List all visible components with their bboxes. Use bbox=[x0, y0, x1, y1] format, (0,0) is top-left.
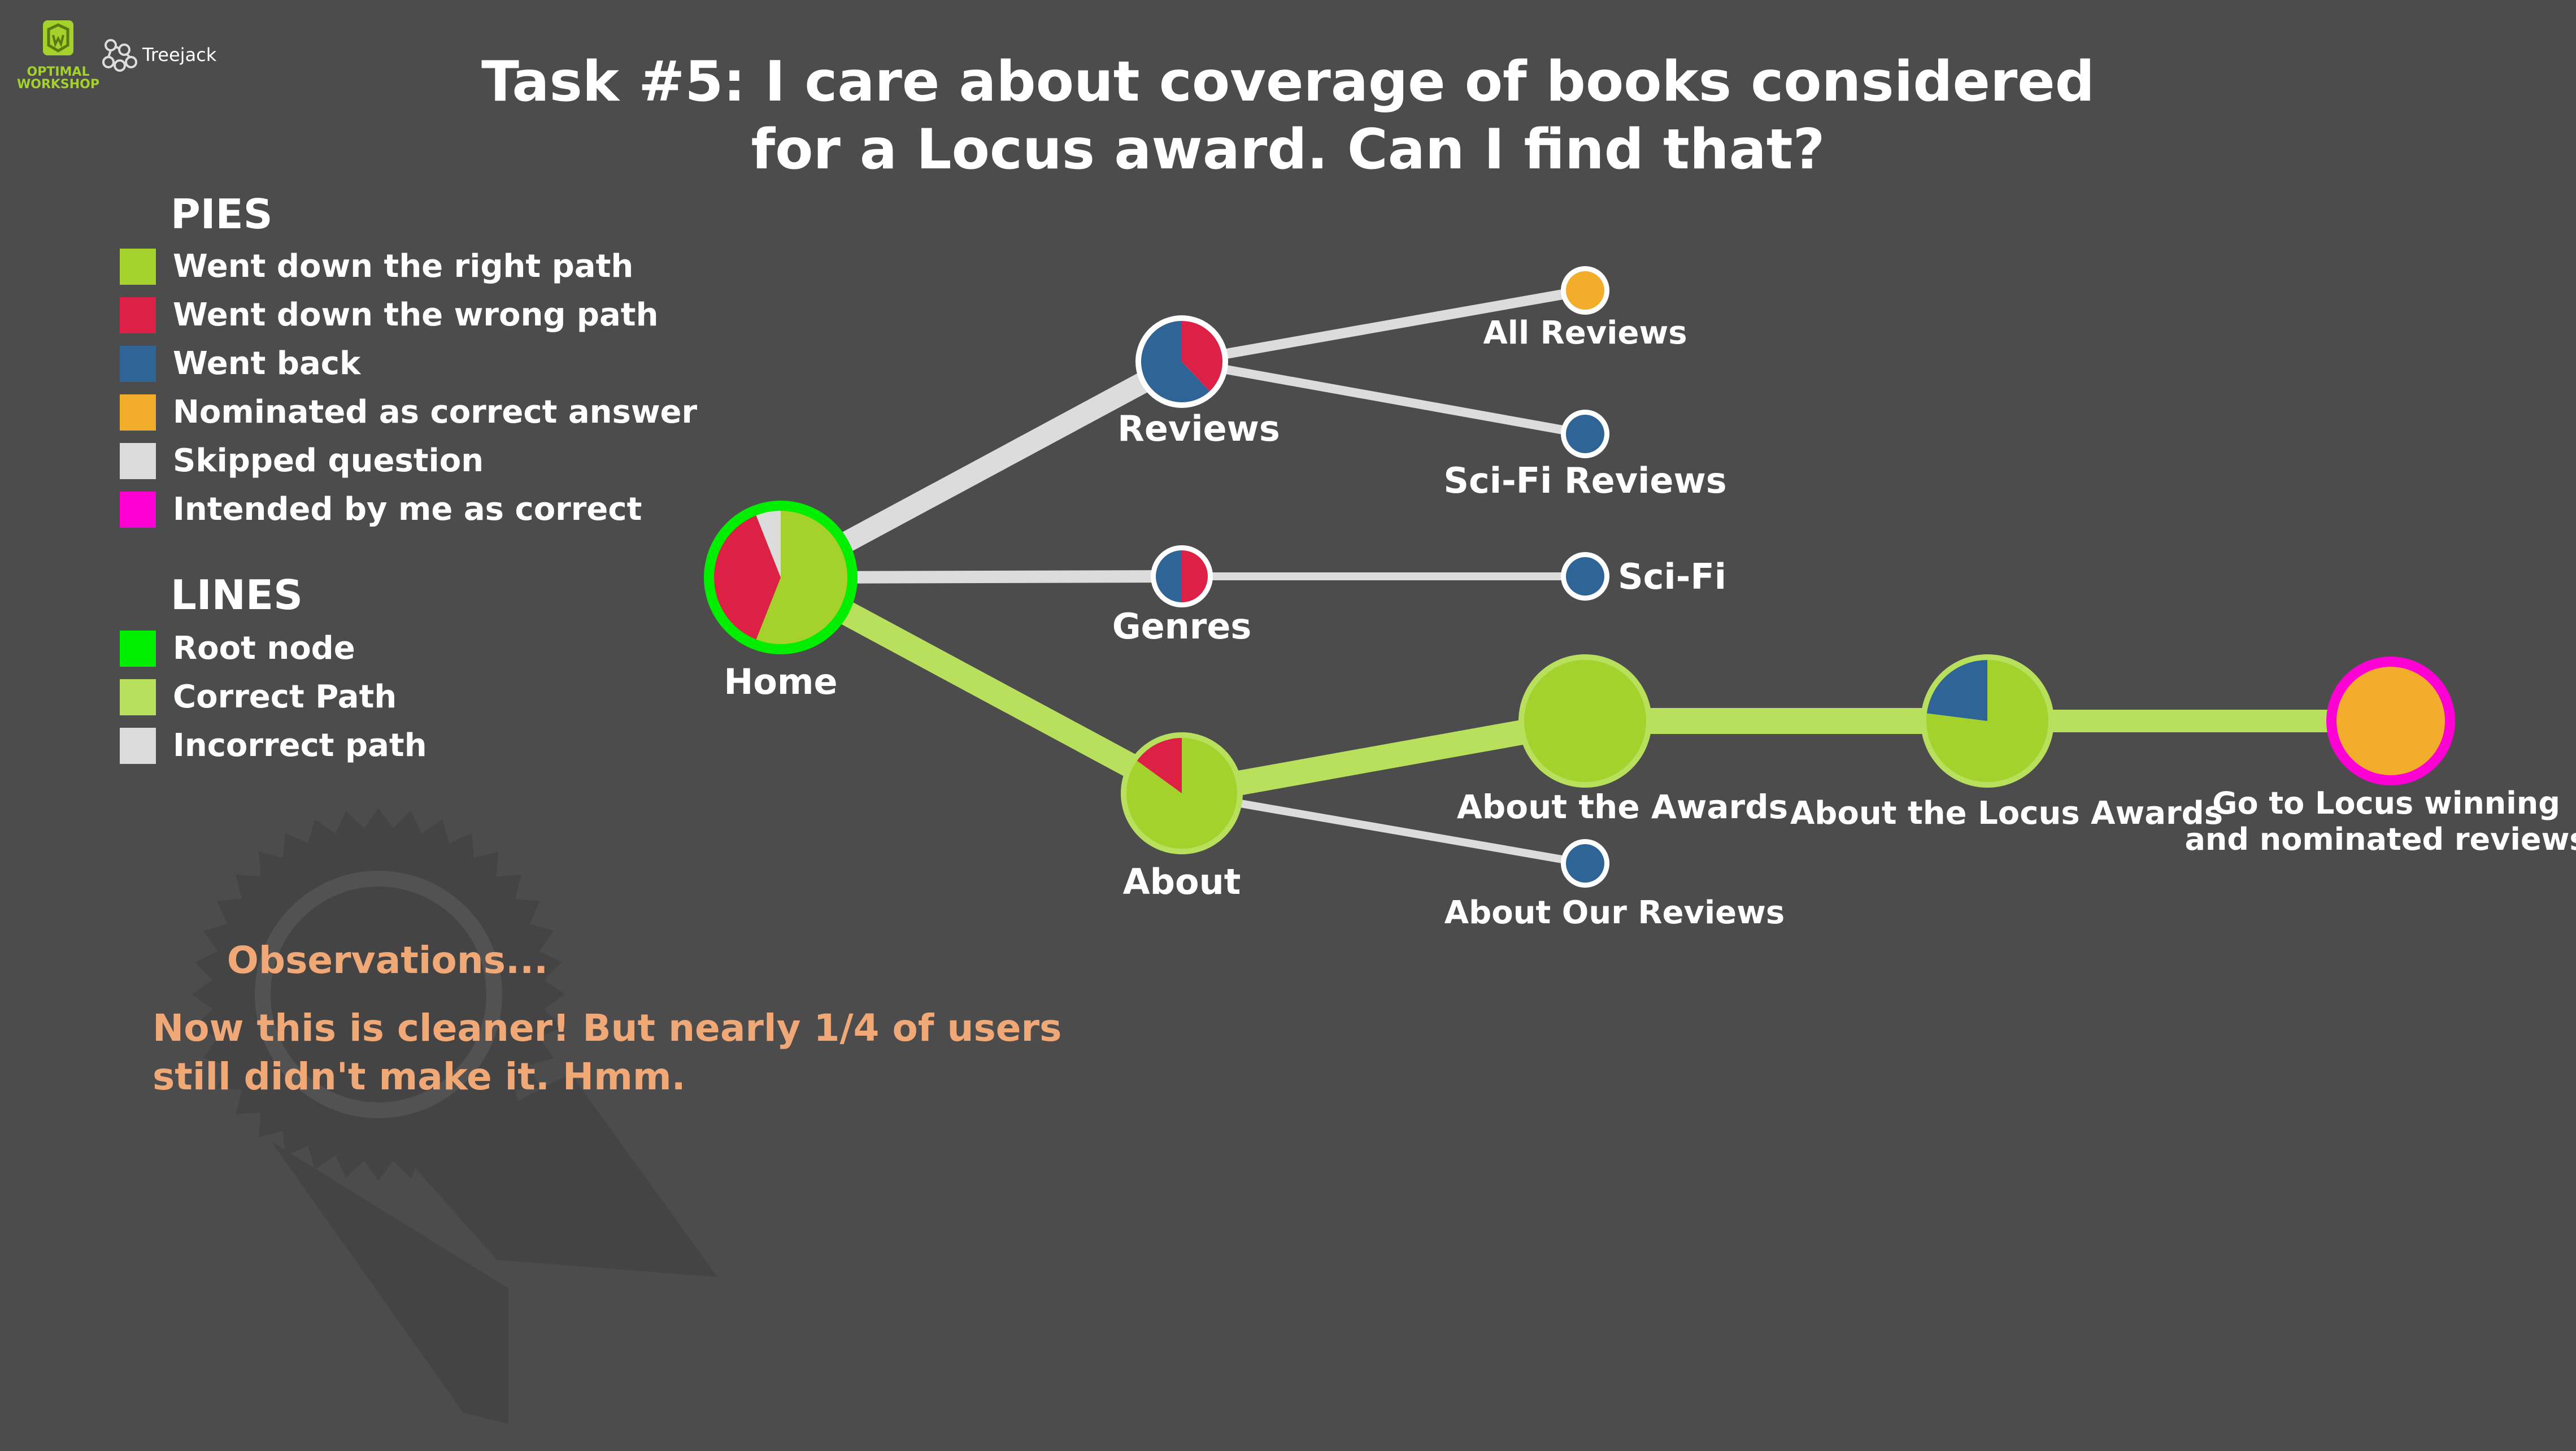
legend-pies-item: Went back bbox=[173, 345, 362, 382]
legend: PIES Went down the right path Went down … bbox=[120, 190, 698, 764]
node-label: About Our Reviews bbox=[1444, 894, 1785, 931]
pie-slice-back bbox=[1926, 660, 1987, 721]
pie-slice-back bbox=[1566, 557, 1604, 596]
legend-pies-item: Nominated as correct answer bbox=[173, 394, 698, 431]
legend-swatch-nominated bbox=[120, 394, 156, 431]
legend-pies-item: Intended by me as correct bbox=[173, 491, 642, 528]
pie-slice-wrong bbox=[714, 515, 781, 640]
tree-nodes: Home Reviews Genres About All Reviews Sci-Fi … bbox=[704, 266, 2576, 931]
node-label: Home bbox=[724, 661, 837, 702]
node-label-line2: and nominated reviews bbox=[2185, 822, 2576, 857]
node-about-reviews[interactable]: About Our Reviews bbox=[1444, 839, 1785, 931]
legend-pies-item: Went down the right path bbox=[173, 248, 633, 285]
pie-slice-back bbox=[1156, 550, 1182, 602]
legend-lines-item: Correct Path bbox=[173, 679, 397, 715]
legend-swatch-incorrect bbox=[120, 728, 156, 764]
node-label: About the Awards bbox=[1457, 788, 1788, 826]
node-label: About the Locus Awards bbox=[1790, 795, 2223, 832]
pie-slice-nominated bbox=[1566, 271, 1604, 310]
pie-slice-right bbox=[1524, 660, 1646, 782]
brand-line1: OPTIMAL bbox=[27, 65, 90, 79]
node-label: Reviews bbox=[1117, 408, 1280, 449]
node-genres[interactable]: Genres bbox=[1112, 545, 1252, 647]
observations-title: Observations... bbox=[227, 939, 549, 982]
legend-lines-item: Root node bbox=[173, 630, 355, 667]
legend-swatch-correct bbox=[120, 679, 156, 715]
node-home[interactable]: Home bbox=[704, 501, 858, 702]
edge-reviews-to-scifi_reviews bbox=[1181, 357, 1586, 438]
node-label: All Reviews bbox=[1483, 315, 1687, 351]
node-label: Genres bbox=[1112, 606, 1252, 647]
node-about-awards[interactable]: About the Awards bbox=[1457, 654, 1788, 826]
pie-slice-right bbox=[1126, 738, 1238, 849]
node-label: Sci-Fi Reviews bbox=[1443, 460, 1726, 501]
pie-slice-back bbox=[1566, 415, 1604, 453]
legend-pies-item: Skipped question bbox=[173, 442, 484, 479]
node-all-reviews[interactable]: All Reviews bbox=[1483, 266, 1687, 351]
award-ribbon-watermark bbox=[192, 808, 717, 1424]
page-title-line1: Task #5: I care about coverage of books … bbox=[481, 50, 2095, 114]
node-about[interactable]: About bbox=[1121, 732, 1243, 902]
node-label: Sci-Fi bbox=[1618, 556, 1726, 597]
pie-slice-back bbox=[1566, 844, 1604, 883]
pie-slice-wrong bbox=[1182, 321, 1223, 392]
node-scifi[interactable]: Sci-Fi bbox=[1561, 552, 1726, 601]
node-label-line1: Go to Locus winning bbox=[2212, 785, 2560, 821]
pie-slice-nominated bbox=[2336, 667, 2445, 775]
legend-swatch-wrong bbox=[120, 297, 156, 333]
legend-pies-item: Went down the wrong path bbox=[173, 297, 658, 333]
legend-pies: Went down the right path Went down the w… bbox=[120, 248, 698, 528]
pie-slice-skipped bbox=[756, 511, 781, 577]
treejack-icon bbox=[102, 39, 137, 72]
observations-line2: still didn't make it. Hmm. bbox=[153, 1055, 686, 1098]
pie-slice-right bbox=[1926, 660, 2048, 782]
edge-about-to-about_awards bbox=[1180, 709, 1587, 806]
legend-swatch-intended bbox=[120, 492, 156, 528]
node-label: About bbox=[1123, 861, 1241, 902]
legend-lines-item: Incorrect path bbox=[173, 727, 427, 764]
node-reviews[interactable]: Reviews bbox=[1117, 315, 1280, 449]
node-about-locus[interactable]: About the Locus Awards bbox=[1790, 654, 2223, 832]
edge-about-to-about_reviews bbox=[1181, 789, 1586, 867]
node-scifi-reviews[interactable]: Sci-Fi Reviews bbox=[1443, 410, 1727, 501]
legend-lines: Root node Correct Path Incorrect path bbox=[120, 630, 427, 764]
legend-pies-title: PIES bbox=[171, 190, 273, 238]
pie-slice-wrong bbox=[1137, 738, 1182, 793]
legend-lines-title: LINES bbox=[171, 571, 303, 619]
page-title-line2: for a Locus award. Can I find that? bbox=[751, 118, 1825, 182]
legend-swatch-skipped bbox=[120, 443, 156, 479]
pie-slice-back bbox=[1141, 321, 1210, 402]
legend-swatch-right bbox=[120, 249, 156, 285]
product-name: Treejack bbox=[142, 44, 217, 66]
observations-line1: Now this is cleaner! But nearly 1/4 of u… bbox=[153, 1006, 1061, 1050]
brand-line2: WORKSHOP bbox=[17, 77, 99, 92]
legend-swatch-root bbox=[120, 631, 156, 667]
pie-slice-right bbox=[756, 511, 848, 644]
edge-reviews-to-all_reviews bbox=[1181, 285, 1586, 367]
legend-swatch-back bbox=[120, 346, 156, 382]
optimal-workshop-logo: OPTIMAL WORKSHOP bbox=[17, 20, 99, 92]
pie-slice-wrong bbox=[1182, 550, 1208, 602]
